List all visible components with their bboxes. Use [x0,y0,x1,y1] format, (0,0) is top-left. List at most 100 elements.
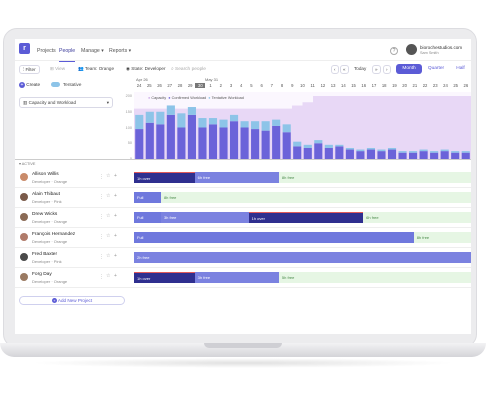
day-cell[interactable]: 12 [320,83,326,88]
search-input[interactable]: ⌕ Search people [171,67,206,72]
chart-select[interactable]: ▥ Capacity and Workload ▾ [19,97,113,108]
day-cell[interactable]: 27 [167,83,173,88]
day-cell[interactable]: 14 [341,83,346,88]
day-cell[interactable]: 9 [291,83,294,88]
day-cell[interactable]: 24 [136,83,142,88]
more-icon[interactable]: ⋮ [99,194,104,200]
day-cell[interactable]: 22 [422,83,428,88]
add-project-button[interactable]: + Add New Project [19,296,125,305]
nav-manage[interactable]: Manage ▾ [81,48,104,54]
app-logo[interactable]: r [19,43,30,54]
more-icon[interactable]: ⋮ [99,174,104,180]
day-cell[interactable]: 2 [219,83,222,88]
day-cell[interactable]: 1 [209,83,212,88]
add-icon[interactable]: + [114,253,117,259]
allocation-bar-full[interactable]: Full [134,212,161,223]
allocation-bar-full[interactable]: Full [134,192,161,203]
day-cell[interactable]: 6 [260,83,263,88]
nav-reports[interactable]: Reports ▾ [109,48,132,54]
day-cell[interactable]: 16 [361,83,367,88]
team-member-row[interactable]: Drew Wicks Developer · Orange ⋮ ☆ + Full 3h fr… [15,208,471,228]
create-button[interactable]: + Create [19,81,41,88]
more-icon[interactable]: ⋮ [99,214,104,220]
next-fast-button[interactable]: » [372,65,381,74]
nav-projects[interactable]: Projects [37,48,56,54]
allocation-bar-free[interactable]: 2h free [134,252,471,263]
day-header: 24 25 26 27 28 29 30 1 2 3 4 5 6 7 8 9 10 11 12 13 14 15 16 17 1… [134,83,471,91]
nav-people[interactable]: People [59,48,76,54]
star-icon[interactable]: ☆ [106,193,111,199]
day-cell[interactable]: 17 [371,83,377,88]
member-role: Developer · Pink [32,199,62,204]
prev-fast-button[interactable]: « [340,65,349,74]
team-filter-chip[interactable]: 👥 Team: Orange [75,65,118,74]
add-icon[interactable]: + [114,233,117,239]
day-cell[interactable]: 15 [351,83,356,88]
day-cell[interactable]: 10 [300,83,305,88]
team-member-row[interactable]: François Hernandez Developer · Orange ⋮ ☆ + F… [15,228,471,248]
day-cell[interactable]: 18 [381,83,387,88]
star-icon[interactable]: ☆ [106,253,111,259]
view-half-button[interactable]: Half [456,66,465,71]
allocation-bar-free[interactable]: 3h free [194,272,279,283]
state-filter-chip[interactable]: ◉ State: Developer [123,65,169,74]
bar-tentative [430,151,439,153]
day-cell[interactable]: 28 [177,83,183,88]
day-cell[interactable]: 26 [157,83,162,88]
allocation-bar-free[interactable]: 6h free [194,172,279,183]
day-cell[interactable]: 11 [310,83,315,88]
allocation-bar-freeLight[interactable]: 6h free [363,212,471,223]
add-icon[interactable]: + [114,173,117,179]
day-cell[interactable]: 4 [240,83,243,88]
team-member-row[interactable]: Alain Thibaut Developer · Pink ⋮ ☆ + Full 8h f… [15,188,471,208]
allocation-bar-freeLight[interactable]: 5h free [278,272,471,283]
allocation-bar-freeLight[interactable]: 8h free [160,192,471,203]
star-icon[interactable]: ☆ [106,273,111,279]
more-icon[interactable]: ⋮ [99,234,104,240]
day-cell[interactable]: 3 [229,83,233,88]
star-icon[interactable]: ☆ [106,213,111,219]
user-avatar[interactable] [406,44,417,55]
add-icon[interactable]: + [114,193,117,199]
filter-button[interactable]: ⫶ Filter [19,65,40,74]
day-cell[interactable]: 29 [187,83,193,88]
day-cell[interactable]: 30 [195,83,206,88]
team-member-row[interactable]: Allison Willis Developer · Orange ⋮ ☆ +1h ov… [15,168,471,188]
day-cell[interactable]: 23 [432,83,438,88]
today-button[interactable]: Today [351,65,370,74]
view-month-button[interactable]: Month [396,64,422,74]
more-icon[interactable]: ⋮ [99,274,104,280]
day-cell[interactable]: 7 [270,83,274,88]
allocation-bar-over[interactable]: 1h over [248,212,364,223]
day-cell[interactable]: 5 [250,83,253,88]
allocation-bar-freeLight[interactable]: 8h free [413,232,471,243]
day-cell[interactable]: 24 [443,83,448,88]
team-member-row[interactable]: Forg Day Developer · Orange ⋮ ☆ +1h over 3h f… [15,268,471,288]
day-cell[interactable]: 19 [392,83,397,88]
star-icon[interactable]: ☆ [106,233,111,239]
day-cell[interactable]: 26 [463,83,469,88]
day-cell[interactable]: 25 [146,83,152,88]
allocation-bar-full[interactable]: Full [134,232,414,243]
more-icon[interactable]: ⋮ [99,254,104,260]
day-cell[interactable]: 25 [453,83,458,88]
day-cell[interactable]: 21 [412,83,418,88]
team-member-row[interactable]: Fred Baxter Developer · Pink ⋮ ☆ +2h free [15,248,471,268]
prev-button[interactable]: ‹ [331,65,339,74]
tentative-toggle[interactable] [51,82,60,87]
add-icon[interactable]: + [114,213,117,219]
bar-tentative [387,147,397,150]
allocation-bar-over[interactable]: 1h over [134,272,195,283]
add-icon[interactable]: + [114,273,117,279]
view-quarter-button[interactable]: Quarter [427,66,445,71]
allocation-bar-freeLight[interactable]: 8h free [278,172,471,183]
allocation-bar-free[interactable]: 3h free [160,212,249,223]
view-button[interactable]: ⊞ View [47,65,69,74]
allocation-bar-over[interactable]: 1h over [134,172,195,183]
day-cell[interactable]: 20 [402,83,407,88]
day-cell[interactable]: 13 [330,83,336,88]
star-icon[interactable]: ☆ [106,173,111,179]
day-cell[interactable]: 8 [280,83,284,88]
next-button[interactable]: › [383,65,391,74]
help-icon[interactable]: ? [390,47,398,55]
